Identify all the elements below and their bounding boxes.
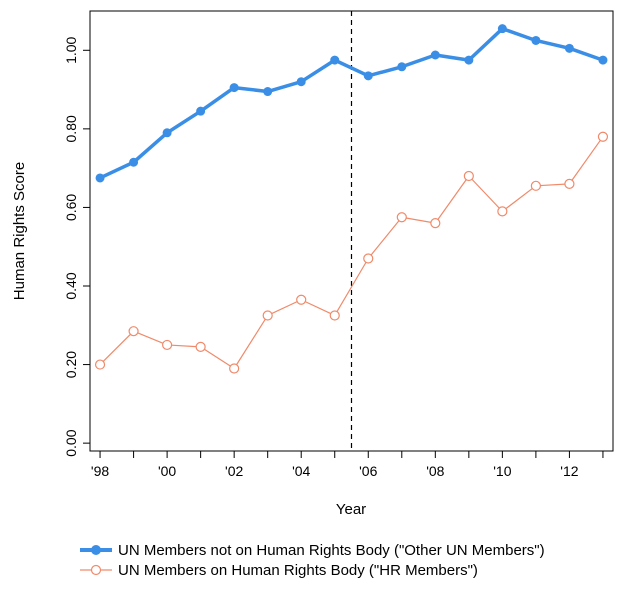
legend-swatch-hr-members bbox=[80, 564, 112, 576]
series-0-point bbox=[95, 173, 105, 183]
x-tick-label: '08 bbox=[426, 463, 444, 479]
legend: UN Members not on Human Rights Body ("Ot… bbox=[78, 540, 545, 580]
series-0-point bbox=[531, 35, 541, 45]
series-1-point bbox=[262, 310, 273, 321]
y-axis: 0.00 0.20 0.40 0.60 0.80 1.00 bbox=[63, 36, 90, 457]
legend-label-hr-members: UN Members on Human Rights Body ("HR Mem… bbox=[118, 561, 478, 579]
y-tick-label: 0.60 bbox=[63, 194, 79, 221]
series-0-point bbox=[397, 62, 407, 72]
series-1-point bbox=[530, 180, 541, 191]
series-0-point bbox=[196, 106, 206, 116]
series-0-point bbox=[598, 55, 608, 65]
series-0-point bbox=[430, 50, 440, 60]
legend-item-hr-members: UN Members on Human Rights Body ("HR Mem… bbox=[78, 560, 545, 580]
series-0-point bbox=[363, 71, 373, 81]
x-tick-label: '02 bbox=[225, 463, 243, 479]
series-1-point bbox=[195, 341, 206, 352]
series-1-point bbox=[363, 253, 374, 264]
y-axis-title: Human Rights Score bbox=[11, 162, 28, 300]
series-0-point bbox=[263, 87, 273, 97]
series-1-point bbox=[497, 206, 508, 217]
x-tick-label: '98 bbox=[91, 463, 109, 479]
y-tick-label: 1.00 bbox=[63, 36, 79, 63]
x-tick-label: '06 bbox=[359, 463, 377, 479]
series-0-point bbox=[129, 157, 139, 167]
series-0-point bbox=[229, 83, 239, 93]
x-axis-title: Year bbox=[336, 501, 366, 518]
series-layer bbox=[94, 24, 609, 374]
x-tick-label: '04 bbox=[292, 463, 310, 479]
y-tick-label: 0.40 bbox=[63, 272, 79, 299]
series-1-point bbox=[463, 170, 474, 182]
series-1-point bbox=[396, 212, 407, 223]
series-0-point bbox=[296, 77, 306, 87]
series-line-0 bbox=[99, 26, 604, 180]
y-tick-label: 0.80 bbox=[63, 115, 79, 142]
series-1-point bbox=[229, 363, 240, 374]
series-1-point bbox=[597, 131, 609, 142]
series-1-point bbox=[94, 359, 106, 370]
series-0-point bbox=[162, 128, 172, 138]
series-0-point bbox=[564, 43, 574, 53]
legend-item-other-un-members: UN Members not on Human Rights Body ("Ot… bbox=[78, 540, 545, 560]
legend-label-other-un-members: UN Members not on Human Rights Body ("Ot… bbox=[118, 541, 545, 559]
y-tick-label: 0.20 bbox=[63, 351, 79, 378]
series-1-point bbox=[162, 339, 173, 351]
series-line-1 bbox=[99, 136, 604, 370]
legend-swatch-other-un-members bbox=[80, 545, 112, 555]
x-tick-label: '00 bbox=[158, 463, 176, 479]
series-0-point bbox=[464, 55, 474, 65]
y-tick-label: 0.00 bbox=[63, 429, 79, 456]
series-0-point bbox=[497, 24, 507, 34]
series-1-point bbox=[430, 218, 441, 229]
series-1-point bbox=[329, 310, 340, 321]
x-axis: '98 '00 '02 '04 '06 '08 '10 '12 bbox=[91, 451, 604, 479]
series-1-point bbox=[564, 178, 575, 189]
x-tick-label: '10 bbox=[493, 463, 511, 479]
series-0-point bbox=[330, 55, 340, 65]
series-1-point bbox=[128, 326, 139, 337]
x-tick-label: '12 bbox=[560, 463, 578, 479]
series-1-point bbox=[296, 294, 307, 305]
